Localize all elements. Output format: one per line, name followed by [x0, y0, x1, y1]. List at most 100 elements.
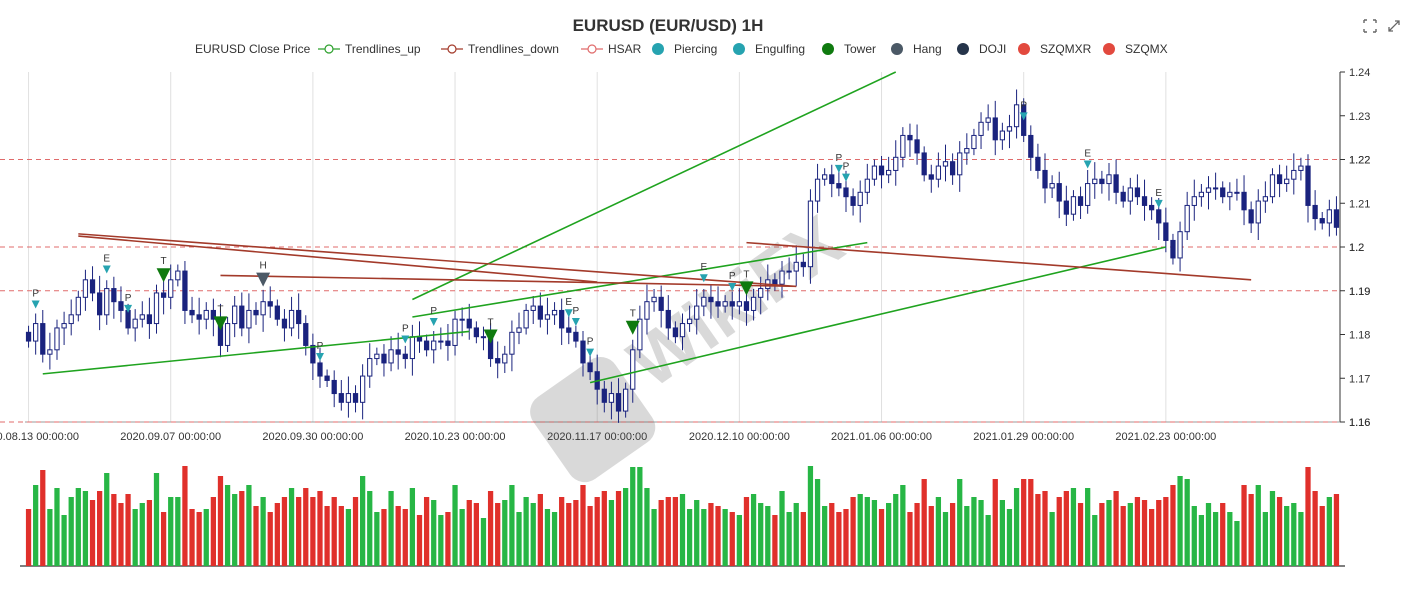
volume-bar	[729, 512, 735, 566]
volume-bar	[601, 491, 607, 566]
candle-body	[360, 375, 366, 403]
volume-bar	[1241, 485, 1247, 566]
volume-bar	[651, 509, 657, 566]
candle-body	[82, 279, 89, 298]
price-plot: 2020.08.13 00:00:00 2020.09.07 00:00:00 20…	[0, 67, 1370, 483]
candle-body	[1163, 222, 1169, 241]
chart-title: EURUSD (EUR/USD) 1H	[573, 16, 764, 35]
candle-body	[843, 187, 849, 198]
candle	[267, 286, 273, 318]
candle	[82, 269, 89, 311]
candle	[1070, 190, 1077, 221]
candle-body	[296, 309, 302, 325]
candle	[182, 261, 188, 324]
candle-body	[807, 200, 814, 268]
volume-bar	[658, 500, 664, 566]
restore-icon[interactable]	[1362, 18, 1378, 34]
legend-label: SZQMX	[1125, 42, 1168, 56]
candle	[964, 133, 970, 165]
candle	[75, 290, 81, 322]
candle	[68, 299, 74, 336]
candle-body	[1056, 183, 1062, 202]
trendline-up	[42, 330, 470, 375]
volume-bar	[1319, 506, 1325, 566]
candle	[296, 293, 302, 339]
pattern-arrow	[1154, 199, 1163, 208]
volume-bar	[871, 500, 878, 566]
volume-bar	[800, 512, 806, 566]
candle	[935, 152, 942, 188]
volume-bar	[196, 512, 202, 566]
candle	[1298, 157, 1304, 181]
volume-bar	[1156, 500, 1162, 566]
candle-body	[786, 270, 792, 273]
candle	[1099, 170, 1105, 194]
pattern-marker-engulfing: E	[1154, 188, 1163, 208]
volume-bar	[1134, 497, 1141, 566]
volume-bar	[715, 506, 721, 566]
volume-bar	[516, 512, 522, 566]
x-tick-label: 2020.12.10 00:00:00	[689, 431, 790, 443]
pattern-arrow	[31, 300, 40, 309]
candle	[814, 163, 821, 213]
legend-symbol	[447, 44, 457, 54]
volume-bar	[82, 491, 89, 566]
candle	[431, 331, 437, 364]
candle	[736, 288, 742, 315]
volume-bar	[217, 476, 224, 566]
candle-body	[708, 296, 714, 303]
candle	[1063, 185, 1069, 226]
x-tick-label: 2020.09.07 00:00:00	[120, 431, 221, 443]
candle-body	[694, 305, 700, 320]
candle-body	[1276, 174, 1283, 185]
candle-body	[729, 301, 735, 307]
volume-bar	[253, 506, 259, 566]
candle	[374, 347, 380, 366]
volume-bar	[54, 488, 60, 566]
candle	[1149, 197, 1155, 220]
volume-bar	[772, 515, 778, 566]
candle-body	[949, 161, 956, 176]
volume-bar	[438, 515, 444, 566]
candle-body	[772, 279, 778, 285]
pattern-label: P	[843, 162, 850, 173]
candle	[694, 289, 700, 335]
candle-body	[40, 323, 46, 355]
candle	[1056, 171, 1062, 219]
candle	[1184, 191, 1190, 240]
volume-bar	[104, 473, 110, 566]
pattern-label: P	[402, 323, 409, 334]
volume-bar	[736, 515, 742, 566]
volume-bar	[907, 512, 913, 566]
candle-body	[1248, 209, 1254, 224]
data-zoom-icon[interactable]	[1386, 18, 1402, 34]
volume-bar	[1255, 485, 1261, 566]
volume-bar	[1284, 506, 1290, 566]
candle	[992, 100, 998, 156]
candle	[949, 153, 956, 185]
volume-bar	[914, 503, 920, 566]
pattern-label: P	[573, 306, 580, 317]
volume-bar	[722, 509, 728, 566]
candle	[551, 302, 558, 325]
volume-bar	[928, 506, 934, 566]
volume-bar	[487, 491, 494, 566]
y-tick-label: 1.17	[1349, 373, 1370, 385]
legend-item: Trendlines_down	[441, 42, 559, 56]
legend-symbol	[652, 43, 664, 55]
candle-body	[224, 323, 231, 346]
pattern-marker-piercing: P	[429, 306, 438, 326]
candle-body	[459, 318, 465, 321]
candle-body	[1205, 187, 1212, 193]
volume-bar	[118, 503, 124, 566]
hsar-label: 1.16	[1349, 417, 1370, 429]
candle	[331, 370, 337, 408]
volume-bar	[758, 503, 764, 566]
pattern-label: P	[1020, 100, 1027, 111]
legend-symbol	[1103, 43, 1115, 55]
volume-bar	[388, 491, 394, 566]
candle-body	[303, 323, 309, 346]
volume-bar	[878, 509, 885, 566]
volume-bar	[1099, 503, 1105, 566]
candle-body	[139, 314, 145, 320]
